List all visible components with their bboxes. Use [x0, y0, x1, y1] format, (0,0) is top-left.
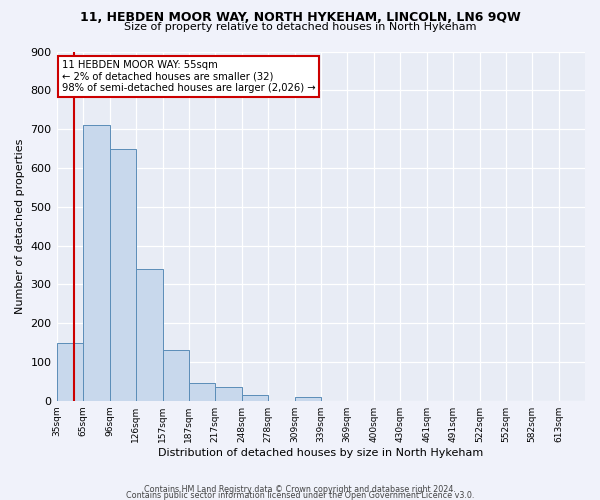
Bar	[56, 342, 83, 400]
Bar	[136, 269, 163, 400]
Text: 11, HEBDEN MOOR WAY, NORTH HYKEHAM, LINCOLN, LN6 9QW: 11, HEBDEN MOOR WAY, NORTH HYKEHAM, LINC…	[80, 11, 520, 24]
Text: Size of property relative to detached houses in North Hykeham: Size of property relative to detached ho…	[124, 22, 476, 32]
Text: 11 HEBDEN MOOR WAY: 55sqm
← 2% of detached houses are smaller (32)
98% of semi-d: 11 HEBDEN MOOR WAY: 55sqm ← 2% of detach…	[62, 60, 316, 94]
Bar	[215, 387, 242, 400]
Bar	[163, 350, 188, 401]
Bar	[110, 148, 136, 400]
X-axis label: Distribution of detached houses by size in North Hykeham: Distribution of detached houses by size …	[158, 448, 484, 458]
Text: Contains public sector information licensed under the Open Government Licence v3: Contains public sector information licen…	[126, 490, 474, 500]
Text: Contains HM Land Registry data © Crown copyright and database right 2024.: Contains HM Land Registry data © Crown c…	[144, 485, 456, 494]
Bar	[295, 397, 321, 400]
Bar	[242, 395, 268, 400]
Bar	[83, 125, 110, 400]
Bar	[188, 383, 215, 400]
Y-axis label: Number of detached properties: Number of detached properties	[15, 138, 25, 314]
